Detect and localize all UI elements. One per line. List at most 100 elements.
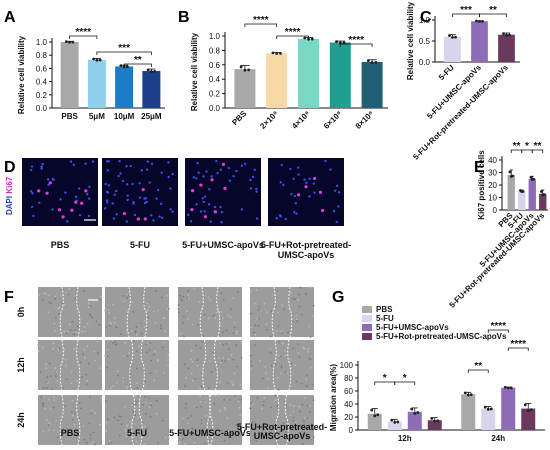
cell-texture [249,407,252,410]
bar [142,71,161,108]
dapi-nucleus [106,169,110,172]
bar [387,421,402,430]
data-point [469,393,473,397]
cell-texture [45,363,47,366]
cell-texture [144,396,147,399]
cell-texture [160,296,163,299]
cell-texture [308,411,311,413]
cell-texture [306,374,308,376]
cell-texture [191,379,194,382]
data-point [529,408,533,411]
cell-texture [235,332,238,335]
cell-texture [113,321,116,324]
cell-texture [276,405,279,408]
dapi-nucleus [219,205,222,209]
cell-texture [112,384,114,387]
cell-texture [116,370,119,373]
dapi-nucleus [138,182,141,185]
y-tick-label: 0.0 [209,104,221,113]
data-point [125,65,129,69]
cell-texture [45,419,48,422]
dapi-nucleus [249,187,253,190]
panel-d-y-label: DAPI Ki67 [5,176,14,215]
dapi-nucleus [152,219,155,222]
panel-label-a: A [4,9,16,26]
dapi-nucleus [105,201,109,204]
y-tick-label: 20 [488,181,497,190]
cell-texture [195,344,198,347]
cell-texture [126,355,129,357]
y-tick-label: 20 [344,413,353,422]
scratch-image [178,340,242,390]
cell-texture [65,365,67,367]
significance-label: * [383,373,387,384]
cell-texture [283,308,285,311]
significance-bracket [123,63,152,67]
cell-texture [229,316,232,319]
cell-texture [140,333,143,335]
y-tick-label: 0.4 [209,75,221,84]
y-tick-label: 1.0 [36,38,48,47]
cell-texture [233,321,236,324]
cell-texture [258,305,261,308]
dapi-nucleus [107,160,110,163]
legend-swatch [362,315,372,322]
cell-texture [84,330,86,333]
panel-f-row-label: 24h [16,412,26,428]
cell-texture [204,442,206,445]
data-point [521,190,525,193]
cell-texture [224,408,227,411]
dapi-nucleus [203,195,207,198]
data-point [376,413,380,417]
dapi-nucleus [146,160,150,163]
cell-texture [54,295,57,298]
cell-texture [292,347,294,350]
cell-texture [219,361,222,364]
data-point [508,170,512,174]
cell-texture [252,421,255,424]
ki67-nucleus [74,200,78,204]
cell-texture [38,293,41,296]
cell-texture [249,354,252,357]
panel-f-column-title: UMSC-apoVs [254,431,311,441]
cell-texture [200,385,203,388]
cell-texture [70,382,73,385]
panel-label-c: C [420,9,432,26]
cell-texture [230,353,233,356]
dapi-nucleus [74,195,78,198]
cell-texture [104,354,106,357]
data-point [526,409,530,413]
dapi-nucleus [171,210,174,213]
cell-texture [212,314,215,317]
cell-texture [289,358,292,361]
cell-texture [307,350,310,353]
cell-texture [92,431,95,434]
cell-texture [144,380,146,383]
wound-edge-right [216,286,221,338]
cell-texture [239,383,242,386]
cell-texture [250,360,253,363]
cell-texture [225,329,228,332]
cell-texture [52,347,54,350]
dapi-nucleus [105,199,109,202]
cell-texture [279,355,282,358]
dapi-nucleus [303,178,306,181]
cell-texture [187,318,189,320]
cell-texture [222,317,225,320]
cell-texture [222,298,225,301]
dapi-nucleus [202,175,205,178]
cell-texture [84,356,86,359]
cell-texture [311,383,314,386]
panel-d-column-title: PBS [51,240,70,250]
cell-texture [167,364,169,367]
cell-texture [141,403,144,406]
cell-texture [55,419,57,422]
bar [444,36,461,62]
wound-edge-left [272,339,277,391]
dapi-nucleus [282,183,285,187]
cell-texture [136,382,139,385]
cell-texture [233,326,236,329]
cell-texture [144,320,147,322]
cell-texture [282,426,285,429]
cell-texture [42,292,45,295]
